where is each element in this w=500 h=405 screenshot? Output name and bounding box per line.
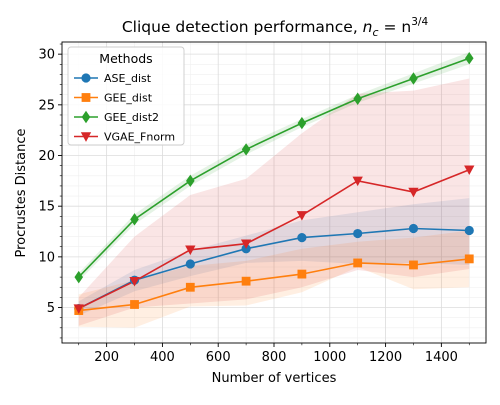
y-tick-label: 25 xyxy=(38,98,55,113)
data-point-ase_dist xyxy=(353,228,363,239)
data-point-gee_dist xyxy=(409,260,418,270)
x-tick-label: 400 xyxy=(150,350,175,365)
y-tick-label: 30 xyxy=(38,48,55,63)
legend-label-gee_dist2: GEE_dist2 xyxy=(104,111,159,124)
legend-marker-vgae_fnorm xyxy=(80,132,92,142)
data-point-gee_dist2 xyxy=(130,213,139,226)
data-point-vgae_fnorm xyxy=(464,165,475,176)
legend-label-gee_dist: GEE_dist xyxy=(104,92,153,105)
y-tick-label: 10 xyxy=(38,250,55,265)
series-line-gee_dist2 xyxy=(78,57,470,278)
data-point-vgae_fnorm xyxy=(352,176,363,187)
series-line-gee_dist xyxy=(78,258,470,312)
x-tick-label: 200 xyxy=(94,350,119,365)
data-point-gee_dist2 xyxy=(297,116,307,130)
confidence-band-gee_dist xyxy=(78,230,470,328)
data-point-gee_dist2 xyxy=(464,52,474,65)
data-point-vgae_fnorm xyxy=(129,276,140,287)
y-tick-label: 15 xyxy=(38,200,55,215)
data-point-ase_dist xyxy=(297,232,307,243)
confidence-band-gee_dist2 xyxy=(78,52,470,282)
data-point-gee_dist xyxy=(297,269,307,279)
data-point-ase_dist xyxy=(185,259,195,269)
confidence-band-ase_dist xyxy=(78,198,470,316)
data-point-gee_dist2 xyxy=(241,143,251,156)
series-line-vgae_fnorm xyxy=(78,168,470,310)
chart-title: Clique detection performance, nc = n3/4 xyxy=(122,16,429,39)
data-point-gee_dist2 xyxy=(353,92,362,105)
data-point-gee_dist xyxy=(185,282,195,292)
data-point-gee_dist xyxy=(464,254,474,264)
data-point-vgae_fnorm xyxy=(73,304,84,314)
y-axis-label: Procrustes Distance xyxy=(14,129,29,258)
data-point-vgae_fnorm xyxy=(408,187,419,198)
legend-marker-ase_dist xyxy=(81,73,91,83)
y-tick-label: 20 xyxy=(38,149,55,164)
legend-box xyxy=(67,46,185,146)
x-tick-label: 600 xyxy=(206,350,231,365)
x-tick-label: 1400 xyxy=(425,350,458,365)
x-tick-label: 1000 xyxy=(313,350,346,365)
data-point-vgae_fnorm xyxy=(185,245,196,256)
legend-marker-gee_dist xyxy=(81,93,91,102)
data-point-gee_dist xyxy=(130,300,139,309)
data-point-ase_dist xyxy=(464,225,474,236)
data-point-ase_dist xyxy=(408,223,419,234)
series-line-ase_dist xyxy=(78,227,470,310)
data-point-vgae_fnorm xyxy=(296,211,308,221)
data-point-gee_dist xyxy=(353,258,363,268)
x-tick-label: 800 xyxy=(262,350,287,365)
data-point-vgae_fnorm xyxy=(240,239,252,250)
x-axis-label: Number of vertices xyxy=(212,371,337,386)
data-point-gee_dist2 xyxy=(74,270,84,284)
legend-title: Methods xyxy=(99,51,152,66)
x-tick-label: 1200 xyxy=(369,350,402,365)
data-point-gee_dist xyxy=(241,276,251,286)
legend-label-ase_dist: ASE_dist xyxy=(104,72,152,85)
legend: Methods ASE_dist GEE_dist GEE_dist2 VGAE_Fno… xyxy=(67,46,185,146)
legend-marker-gee_dist2 xyxy=(81,110,91,124)
legend-label-vgae_fnorm: VGAE_Fnorm xyxy=(104,131,175,144)
data-point-gee_dist2 xyxy=(409,72,418,85)
y-tick-label: 5 xyxy=(47,301,55,316)
data-point-gee_dist2 xyxy=(186,174,195,188)
